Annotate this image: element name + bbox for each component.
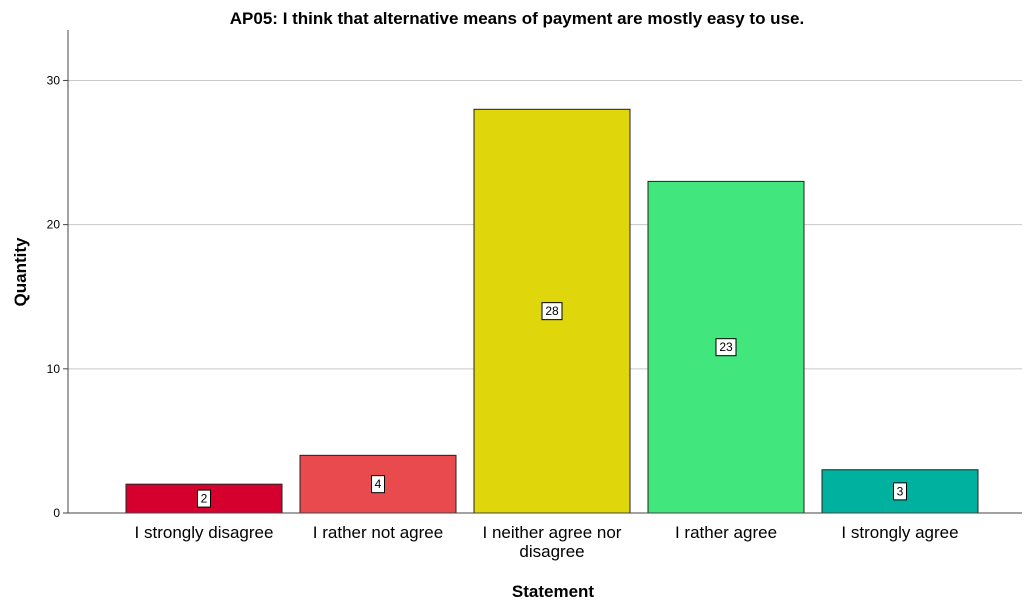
x-category-label: I neither agree nor (483, 523, 622, 542)
y-tick-label: 20 (47, 218, 61, 232)
data-label-box (715, 338, 737, 357)
data-label: 28 (545, 304, 559, 318)
x-axis-title: Statement (512, 582, 595, 601)
x-category-labels: I strongly disagree I rather not agree I n… (135, 523, 959, 561)
axes (63, 30, 1022, 514)
y-axis-title: Quantity (11, 237, 30, 306)
y-tick-label: 30 (47, 73, 61, 87)
data-label: 23 (719, 340, 733, 354)
chart-title: AP05: I think that alternative means of … (230, 9, 804, 28)
y-tick-label: 10 (47, 362, 61, 376)
data-labels: 2 4 28 23 3 (197, 302, 907, 508)
x-category-label: I rather agree (675, 523, 777, 542)
data-label-box (893, 482, 907, 501)
data-label-box (541, 302, 563, 321)
x-category-label: I rather not agree (313, 523, 443, 542)
x-category-label: I strongly disagree (135, 523, 274, 542)
y-tick-label: 0 (53, 506, 60, 520)
data-label: 2 (201, 492, 208, 506)
y-tick-labels: 0 10 20 30 (47, 73, 61, 520)
x-category-label: I strongly agree (841, 523, 958, 542)
x-category-label: disagree (519, 542, 584, 561)
data-label-box (197, 489, 211, 508)
data-label-box (371, 475, 385, 494)
data-label: 3 (897, 484, 904, 498)
data-label: 4 (375, 477, 382, 491)
